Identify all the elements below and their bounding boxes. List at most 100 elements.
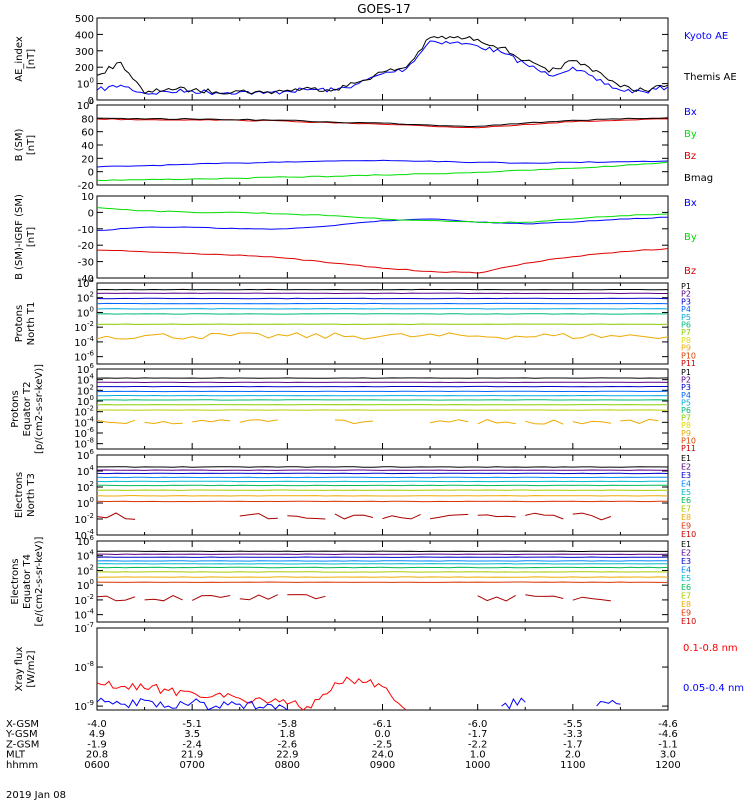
row-value: -5.5 [563,719,583,730]
row-value: 3.5 [184,729,200,740]
protons_t2-ytick-label-exp: -2 [87,405,94,413]
electrons_t3-ytick-label-exp: 4 [90,464,95,472]
bsmigrf-series-0 [96,216,669,231]
row-label-x-gsm: X-GSM [6,719,39,730]
protons_t1-ytick-label: 104 [77,276,95,290]
protons_t1-ytick-label-exp: 0 [90,305,94,313]
bsm-ylabel: [nT] [26,135,37,155]
electrons_t3-ytick-label-exp: 6 [90,448,95,456]
row-value: 1000 [465,760,490,771]
electrons_t3-ytick-label-exp: -2 [87,512,94,520]
row-value: 0900 [370,760,395,771]
protons_t1-channel-8 [96,332,669,340]
ae-legend-Kyoto AE: Kyoto AE [684,31,728,42]
row-value: -5.1 [182,719,202,730]
protons_t1-ytick-label-exp: 2 [90,291,94,299]
protons_t1-ytick-label-exp: -4 [87,335,95,343]
electrons_t3-ytick-label: 100 [77,496,94,510]
bsm-series-0 [96,159,669,168]
bsm-legend-Bz: Bz [684,151,696,162]
row-value: 3.0 [660,750,676,761]
electrons_t4-ytick-label: 10-4 [74,608,94,622]
bsm-frame [96,104,669,186]
bsm-ytick-label: 0 [88,168,94,179]
row-value: -4.6 [658,729,678,740]
xray-series-1 [501,697,526,710]
ae-ytick-label: 0 [88,96,94,107]
row-value: 24.0 [371,750,393,761]
electrons_t3-legend-E2: E2 [681,462,691,471]
row-value: 2.0 [565,750,581,761]
electrons_t3-ylabel: Electrons [14,472,25,518]
protons_t1-legend-P1: P1 [681,282,691,291]
electrons_t3-ytick-label-exp: -4 [87,528,95,536]
panel-xray: 10-9 10-8 10-7 Xray flux [W/m2] 0.1-0.8 nm 0.0… [14,621,744,713]
protons_t1-ytick-label: 10-2 [74,320,94,334]
bsmigrf-ytick-label: 10 [81,192,94,203]
protons_t1-ylabel: Protons [14,305,25,342]
protons_t2-legend-P5: P5 [681,398,691,407]
bsmigrf-frame [96,195,669,279]
bsmigrf-legend-Bz: Bz [684,266,696,277]
row-value: 0.0 [375,729,391,740]
row-label-z-gsm: Z-GSM [6,739,39,750]
electrons_t4-channel-2 [97,553,669,556]
protons_t2-ylabel: Equator T2 [22,382,33,437]
row-value: -5.8 [278,719,298,730]
electrons_t4-legend-E9: E9 [681,608,691,617]
bsm-ytick-label: 40 [81,141,94,152]
protons_t2-legend-P9: P9 [681,429,691,438]
bsmigrf-legend-Bx: Bx [684,198,697,209]
row-label-y-gsm: Y-GSM [5,729,38,740]
bsm-ytick-label: 80 [81,114,94,125]
bsm-ytick-label-exp: 0 [90,98,94,106]
electrons_t3-ytick-label: 102 [77,480,94,494]
row-value: -3.3 [563,729,583,740]
ae-series-0 [96,40,669,96]
bsmigrf-series-1 [96,207,669,224]
xray-ylabel: Xray flux [14,647,25,692]
protons_t2-legend-P2: P2 [681,376,691,385]
bsmigrf-ylabel: [nT] [26,227,37,247]
protons_t2-legend-P11: P11 [681,444,696,453]
electrons_t4-ytick-label: 100 [77,578,94,592]
protons_t2-ytick-label-exp: 0 [90,394,94,402]
electrons_t4-ytick-label-exp: 2 [90,563,94,571]
protons_t1-ytick-label-exp: -2 [87,320,94,328]
protons_t2-legend-P3: P3 [681,383,691,392]
electrons_t4-ytick-label: 102 [77,563,94,577]
row-value: -2.5 [373,739,393,750]
electrons_t4-ytick-label: 106 [77,534,95,548]
protons_t1-legend-P6: P6 [681,321,691,330]
electrons_t3-legend-E1: E1 [681,454,691,463]
protons_t1-ytick-label: 10-4 [74,335,94,349]
row-value: -2.6 [278,739,298,750]
protons_t1-ytick-label-exp: 4 [90,276,95,284]
protons_t2-legend-P1: P1 [681,368,691,377]
electrons_t4-legend-E3: E3 [681,557,691,566]
electrons_t4-legend-E7: E7 [681,591,691,600]
electrons_t3-legend-E9: E9 [681,522,691,531]
electrons_t4-legend-E6: E6 [681,583,691,592]
electrons_t4-ytick-label-exp: 6 [90,534,95,542]
xray-series-0 [96,676,407,711]
protons_t1-legend-P4: P4 [681,305,691,314]
figure-title: GOES-17 [357,2,411,16]
time-axis-group: X-GSM -4.0 -5.1 -5.8 -6.1 -6.0 -5.5 -4.6 Y-GSM 4.… [5,719,681,771]
row-value: 22.9 [276,750,298,761]
ae-ylabel: [nT] [26,49,37,69]
protons_t1-legend-P2: P2 [681,290,691,299]
xray-legend-0.05-0.4 nm: 0.05-0.4 nm [683,683,744,694]
electrons_t4-legend-E2: E2 [681,549,691,558]
protons_t1-ylabel: North T1 [26,302,37,346]
bsm-legend-Bx: Bx [684,107,697,118]
xray-ytick-label-exp: -9 [87,699,94,707]
row-value: -4.0 [87,719,107,730]
bsm-series-1 [96,161,669,182]
protons_t2-channel-9 [97,419,668,424]
ae-ytick-label: 300 [75,47,94,58]
protons_t1-legend-P9: P9 [681,344,691,353]
bsmigrf-legend-By: By [684,232,697,243]
